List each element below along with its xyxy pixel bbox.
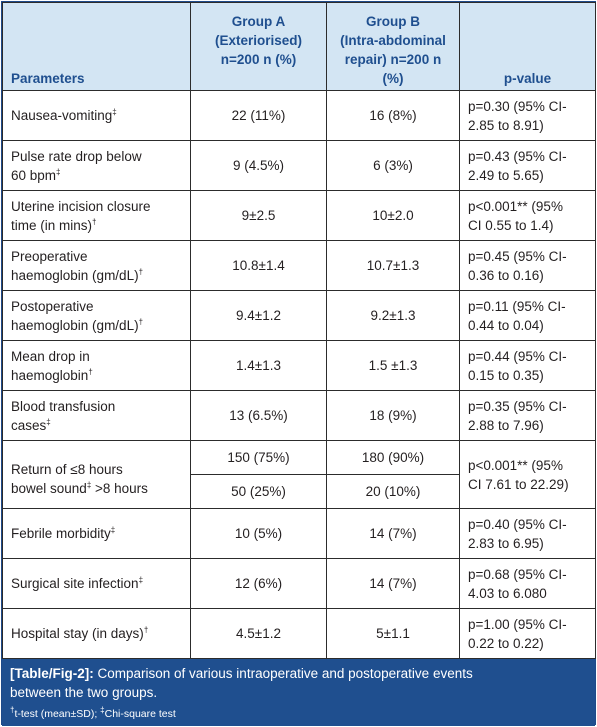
table-row: Blood transfusion cases‡ 13 (6.5%) 18 (9%…	[2, 390, 596, 441]
p-value: p=1.00 (95% CI- 0.22 to 0.22)	[459, 608, 596, 659]
table-row: Febrile morbidity‡ 10 (5%) 14 (7%) p=0.4…	[2, 508, 596, 559]
group-b-value: 10.7±1.3	[326, 240, 460, 291]
caption-label: [Table/Fig-2]:	[10, 666, 94, 681]
row-name-bowel-sound: Return of ≤8 hours bowel sound‡ >8 hours	[2, 440, 191, 509]
group-b-value: 14 (7%)	[326, 508, 460, 559]
header-parameters: Parameters	[2, 2, 191, 91]
row-name: Blood transfusion cases‡	[2, 390, 191, 441]
group-b-value: 16 (8%)	[326, 90, 460, 141]
p-value: p=0.44 (95% CI- 0.15 to 0.35)	[459, 340, 596, 391]
table-row: Mean drop in haemoglobin† 1.4±1.3 1.5 ±1.…	[2, 340, 596, 391]
group-a-value: 50 (25%)	[190, 474, 327, 509]
header-group-b: Group B (Intra-abdominal repair) n=200 n (…	[326, 2, 460, 91]
group-a-value: 150 (75%)	[190, 440, 327, 475]
header-group-a: Group A (Exteriorised) n=200 n (%)	[190, 2, 327, 91]
row-name: Surgical site infection‡	[2, 558, 191, 609]
group-b-value: 180 (90%)	[326, 440, 460, 475]
p-value: p<0.001** (95% CI 0.55 to 1.4)	[459, 190, 596, 241]
table-row-bowel: Return of ≤8 hours bowel sound‡ >8 hours …	[2, 440, 596, 509]
table-row: Surgical site infection‡ 12 (6%) 14 (7%)…	[2, 558, 596, 609]
table-row: Postoperative haemoglobin (gm/dL)† 9.4±1.…	[2, 290, 596, 341]
group-a-value: 1.4±1.3	[190, 340, 327, 391]
p-value: p=0.68 (95% CI- 4.03 to 6.080	[459, 558, 596, 609]
group-b-value: 14 (7%)	[326, 558, 460, 609]
group-a-value: 9.4±1.2	[190, 290, 327, 341]
group-a-value: 12 (6%)	[190, 558, 327, 609]
row-name: Febrile morbidity‡	[2, 508, 191, 559]
caption-text: Comparison of various intraoperative and…	[93, 666, 473, 681]
row-name: Preoperative haemoglobin (gm/dL)†	[2, 240, 191, 291]
table-footnote: †t-test (mean±SD); ‡Chi-square test	[2, 706, 595, 726]
group-b-value: 1.5 ±1.3	[326, 340, 460, 391]
table-row: Preoperative haemoglobin (gm/dL)† 10.8±1.…	[2, 240, 596, 291]
table-row: Uterine incision closure time (in mins)† …	[2, 190, 596, 241]
group-a-value: 13 (6.5%)	[190, 390, 327, 441]
table-row: Nausea-vomiting‡ 22 (11%) 16 (8%) p=0.30…	[2, 90, 596, 141]
p-value: p=0.11 (95% CI- 0.44 to 0.04)	[459, 290, 596, 341]
table-row: Pulse rate drop below 60 bpm‡ 9 (4.5%) 6 …	[2, 140, 596, 191]
group-a-value: 10 (5%)	[190, 508, 327, 559]
group-a-value: 10.8±1.4	[190, 240, 327, 291]
p-value: p=0.35 (95% CI- 2.88 to 7.96)	[459, 390, 596, 441]
group-a-value: 4.5±1.2	[190, 608, 327, 659]
p-value: p=0.43 (95% CI- 2.49 to 5.65)	[459, 140, 596, 191]
group-b-value: 5±1.1	[326, 608, 460, 659]
table-caption: [Table/Fig-2]: Comparison of various int…	[2, 659, 595, 706]
p-value: p=0.40 (95% CI- 2.83 to 6.95)	[459, 508, 596, 559]
group-a-value: 22 (11%)	[190, 90, 327, 141]
group-b-value: 10±2.0	[326, 190, 460, 241]
group-b-value: 6 (3%)	[326, 140, 460, 191]
row-name: Postoperative haemoglobin (gm/dL)†	[2, 290, 191, 341]
p-value: p<0.001** (95% CI 7.61 to 22.29)	[459, 440, 596, 509]
results-table: Parameters Group A (Exteriorised) n=200 n …	[2, 2, 596, 659]
group-a-value: 9±2.5	[190, 190, 327, 241]
table-row-bowel-sub: 50 (25%) 20 (10%)	[3, 474, 596, 509]
row-name: Pulse rate drop below 60 bpm‡	[2, 140, 191, 191]
p-value: p=0.30 (95% CI- 2.85 to 8.91)	[459, 90, 596, 141]
p-value: p=0.45 (95% CI- 0.36 to 0.16)	[459, 240, 596, 291]
header-pvalue: p-value	[459, 2, 596, 91]
row-name: Nausea-vomiting‡	[2, 90, 191, 141]
group-a-value: 9 (4.5%)	[190, 140, 327, 191]
group-b-value: 20 (10%)	[326, 474, 460, 509]
header-row: Parameters Group A (Exteriorised) n=200 n …	[2, 2, 596, 91]
caption-text-2: between the two groups.	[10, 685, 158, 700]
row-name: Hospital stay (in days)†	[2, 608, 191, 659]
row-name: Uterine incision closure time (in mins)†	[2, 190, 191, 241]
table-row: Hospital stay (in days)† 4.5±1.2 5±1.1 p…	[2, 608, 596, 659]
group-b-value: 18 (9%)	[326, 390, 460, 441]
group-b-value: 9.2±1.3	[326, 290, 460, 341]
row-name: Mean drop in haemoglobin†	[2, 340, 191, 391]
